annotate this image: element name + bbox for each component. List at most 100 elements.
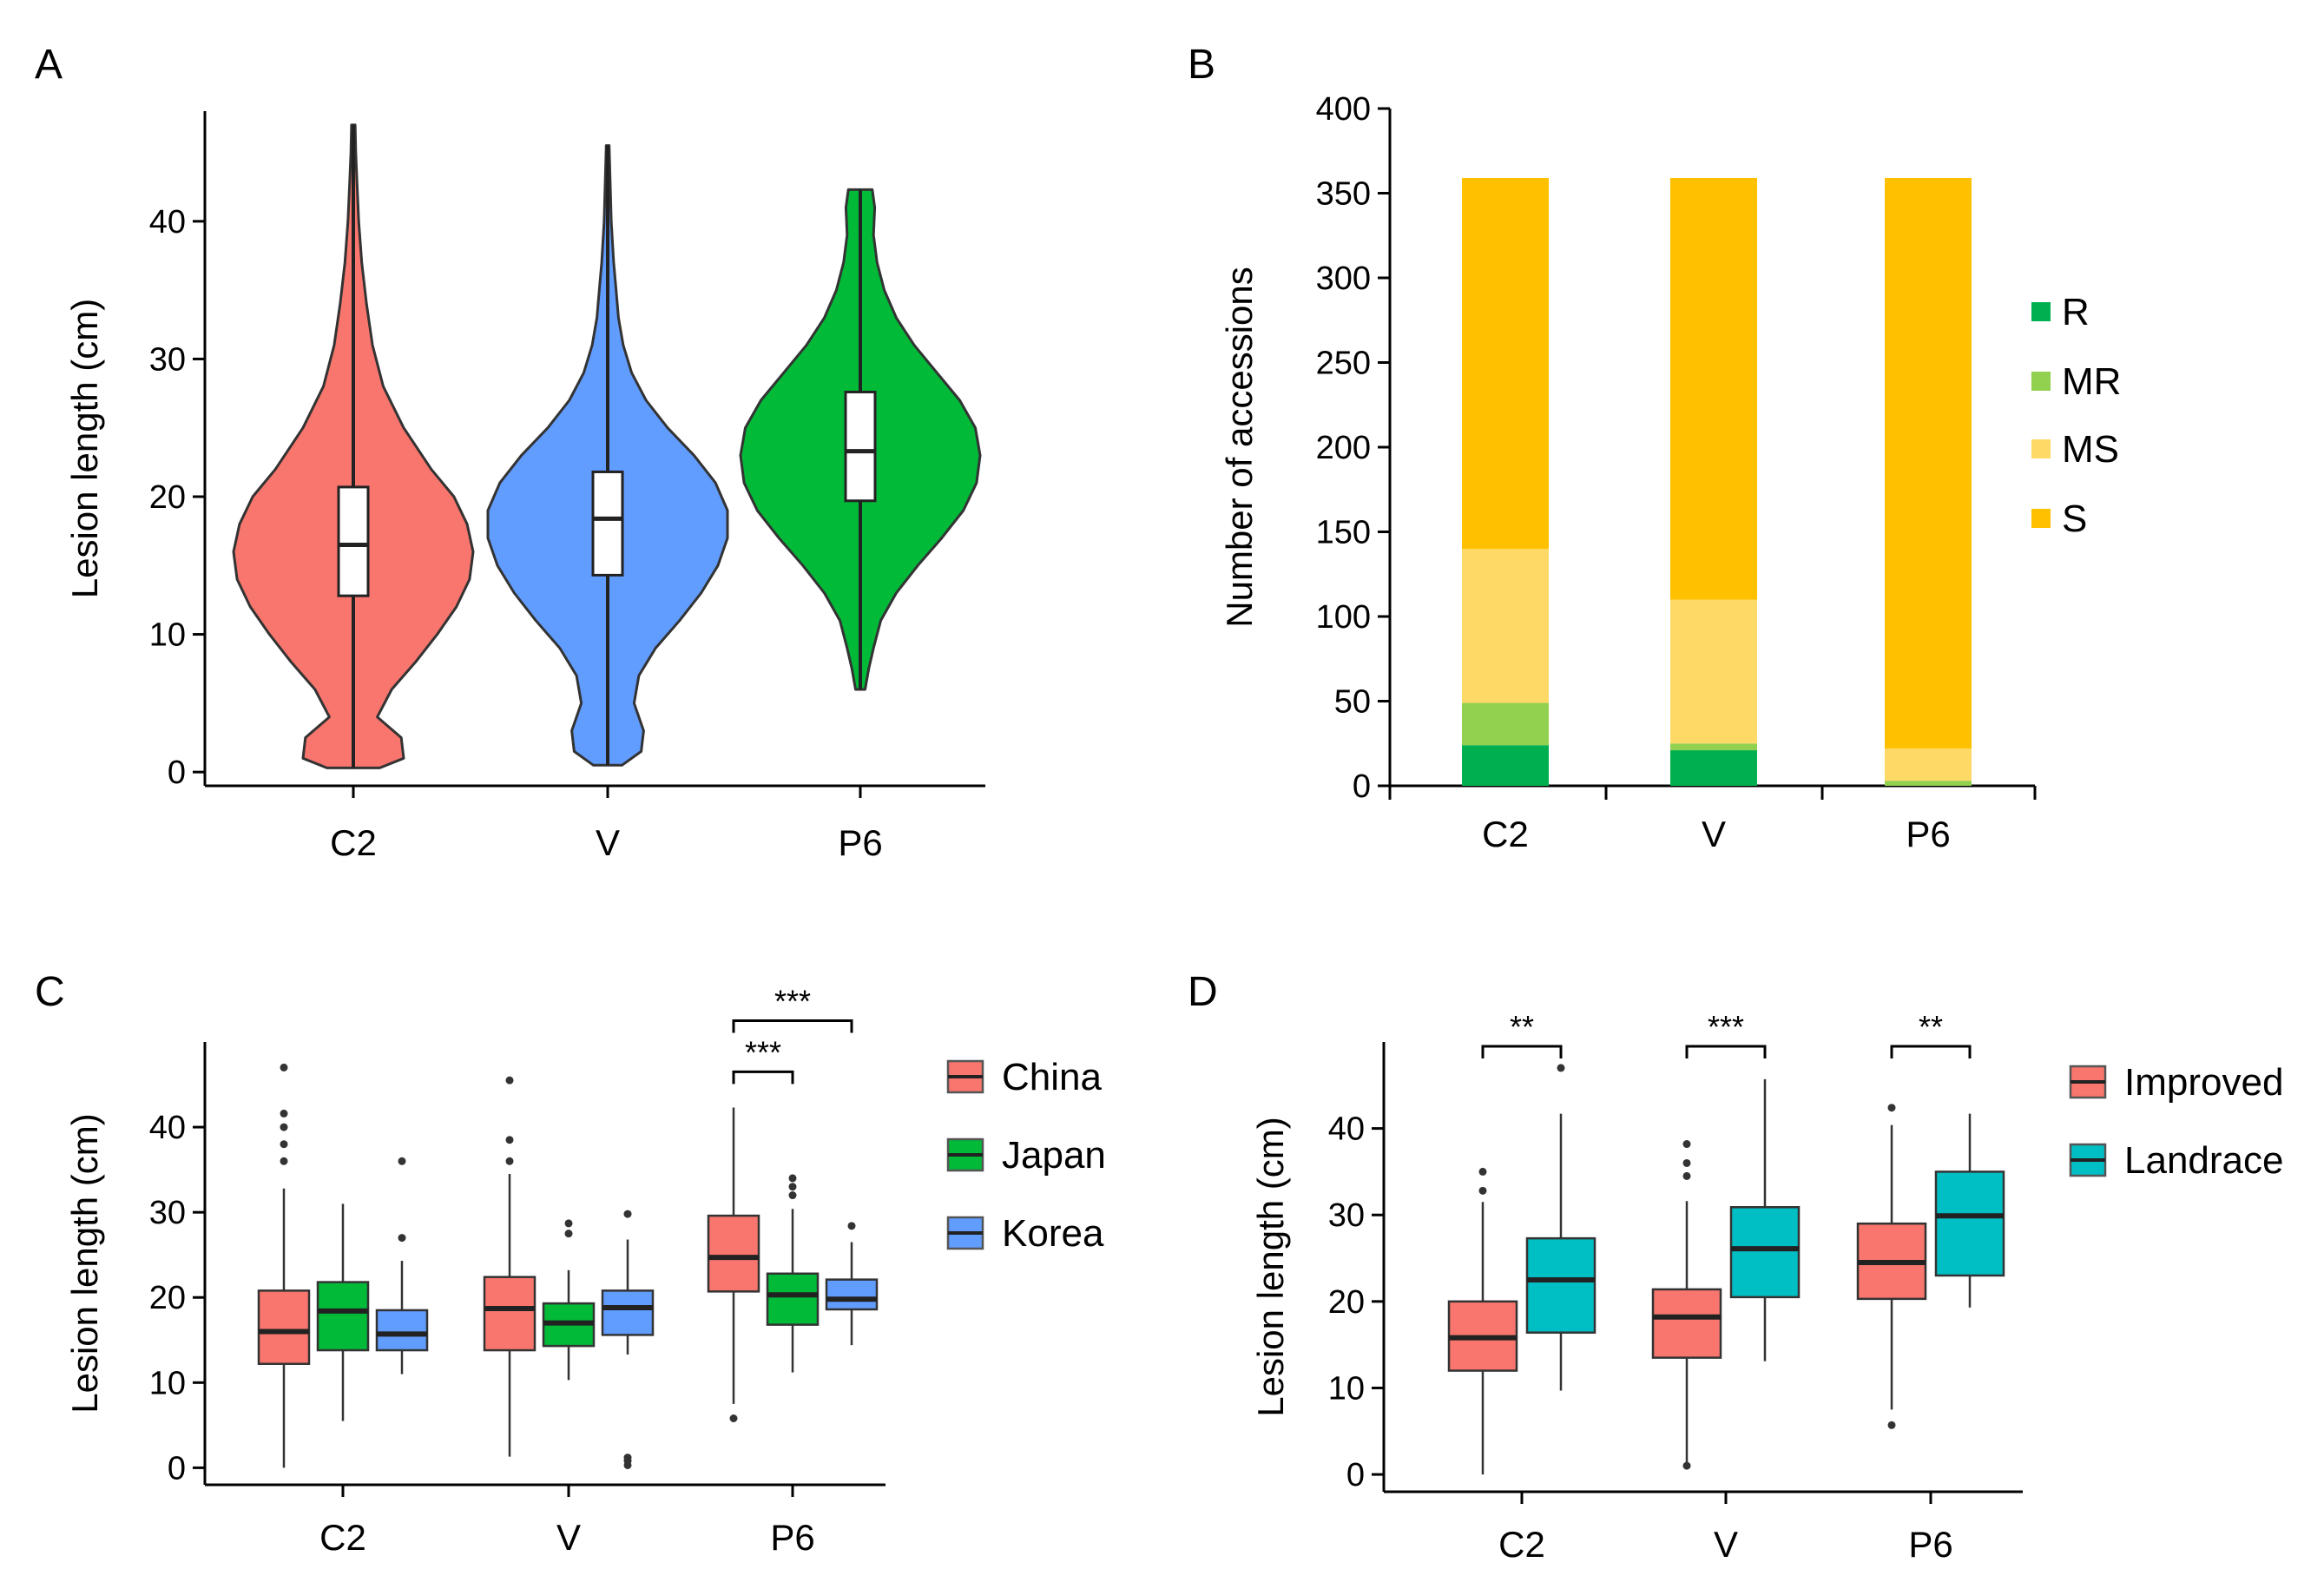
box-china: [257, 1289, 311, 1365]
significance-bracket: [732, 1019, 853, 1033]
y-tick-label: 30: [1328, 1197, 1365, 1234]
x-tick-label: C2: [1498, 1524, 1545, 1565]
outlier-point: [1478, 1167, 1487, 1176]
y-axis-title: Lesion length (cm): [1250, 1117, 1291, 1417]
outlier-point: [505, 1076, 514, 1085]
violin-iqr-box: [337, 485, 370, 597]
y-tick-label: 20: [149, 479, 186, 516]
outlier-point: [280, 1140, 288, 1149]
x-tick-label: V: [1702, 814, 1726, 854]
bar-segment-s: [1670, 177, 1757, 600]
y-tick-label: 300: [1316, 260, 1371, 297]
x-tick-label: C2: [319, 1517, 366, 1558]
bar-segment-ms: [1462, 549, 1549, 703]
significance-label: ***: [745, 1034, 781, 1070]
y-tick-label: 250: [1316, 346, 1371, 382]
y-tick-label: 20: [1328, 1284, 1365, 1321]
x-tick-label: P6: [770, 1517, 814, 1558]
y-tick-label: 400: [1316, 91, 1371, 128]
box-landrace: [1729, 1206, 1801, 1299]
panel-b-stacked-bar-chart: 0 50 100 150 200 250 300 350 400 C2 V P6 Number of a…: [1219, 91, 2121, 854]
y-tick-label: 100: [1316, 599, 1371, 636]
outlier-point: [847, 1222, 856, 1230]
y-tick-label: 30: [149, 1195, 186, 1231]
legend-label: Korea: [1002, 1212, 1104, 1255]
outlier-point: [1682, 1171, 1691, 1180]
outlier-point: [1682, 1140, 1691, 1149]
significance-label: ***: [774, 983, 811, 1019]
x-tick-label: V: [556, 1517, 581, 1558]
bar-segment-ms: [1885, 748, 1972, 781]
legend-label: MS: [2062, 428, 2119, 471]
box-korea: [375, 1309, 429, 1352]
legend-swatch: [2031, 509, 2051, 528]
legend-label: China: [1002, 1056, 1102, 1098]
y-tick-label: 40: [149, 204, 186, 241]
box-korea: [601, 1289, 655, 1336]
box-japan: [766, 1272, 820, 1326]
bar-segment-s: [1885, 177, 1972, 749]
y-tick-label: 10: [149, 617, 186, 654]
outlier-point: [1887, 1421, 1896, 1429]
bar-segment-mr: [1462, 702, 1549, 746]
panel-a-violin-chart: 0 10 20 30 40 C2 V P6 Lesion length (cm): [64, 111, 985, 863]
box-japan: [316, 1281, 370, 1352]
y-tick-label: 30: [149, 341, 186, 378]
y-tick-label: 0: [168, 1450, 186, 1487]
x-tick-label: P6: [838, 822, 882, 863]
x-tick-label: P6: [1906, 814, 1950, 854]
y-axis-title: Number of accessions: [1219, 267, 1260, 628]
outlier-point: [1682, 1461, 1691, 1470]
panel-label-c: C: [35, 969, 65, 1015]
x-tick-label: V: [596, 822, 620, 863]
outlier-point: [1478, 1186, 1487, 1195]
outlier-point: [280, 1109, 288, 1118]
y-tick-label: 150: [1316, 515, 1371, 551]
y-tick-label: 20: [149, 1280, 186, 1316]
x-tick-label: C2: [330, 822, 377, 863]
bar-segment-ms: [1670, 599, 1757, 744]
legend-label: S: [2062, 498, 2087, 540]
outlier-point: [280, 1157, 288, 1165]
x-tick-label: P6: [1908, 1524, 1952, 1565]
legend-label: MR: [2062, 360, 2121, 403]
y-tick-label: 0: [168, 755, 186, 791]
legend-label: Improved: [2124, 1061, 2283, 1104]
outlier-point: [623, 1454, 632, 1462]
bar-segment-mr: [1670, 743, 1757, 751]
significance-bracket: [1685, 1045, 1767, 1058]
significance-label: **: [1919, 1009, 1943, 1045]
violin-iqr-box: [591, 470, 624, 577]
outlier-point: [280, 1063, 288, 1071]
bar-segment-s: [1462, 177, 1549, 549]
significance-bracket: [732, 1070, 794, 1085]
outlier-point: [788, 1191, 797, 1200]
significance-bracket: [1481, 1045, 1563, 1058]
box-china: [707, 1214, 760, 1293]
panel-c-box-chart-origin: 0 10 20 30 40 C2 V P6 Lesion length (cm) *** *** Ch…: [64, 983, 1106, 1558]
legend-swatch: [2031, 372, 2051, 391]
outlier-point: [1887, 1104, 1896, 1112]
violin-iqr-box: [844, 390, 877, 503]
y-tick-label: 50: [1334, 684, 1371, 721]
significance-bracket: [1890, 1045, 1972, 1058]
x-tick-label: V: [1714, 1524, 1738, 1565]
box-korea: [825, 1278, 879, 1311]
outlier-point: [729, 1414, 738, 1422]
outlier-point: [398, 1234, 406, 1243]
bar-segment-r: [1670, 750, 1757, 786]
x-tick-label: C2: [1482, 814, 1529, 854]
outlier-point: [788, 1183, 797, 1191]
bar-segment-r: [1462, 745, 1549, 786]
box-china: [483, 1276, 537, 1352]
legend-swatch: [2031, 439, 2051, 458]
outlier-point: [623, 1210, 632, 1218]
y-tick-label: 350: [1316, 176, 1371, 213]
legend-label: R: [2062, 291, 2090, 333]
panel-label-a: A: [35, 42, 63, 88]
legend-swatch: [2031, 302, 2051, 321]
outlier-point: [505, 1136, 514, 1144]
outlier-point: [564, 1219, 573, 1228]
